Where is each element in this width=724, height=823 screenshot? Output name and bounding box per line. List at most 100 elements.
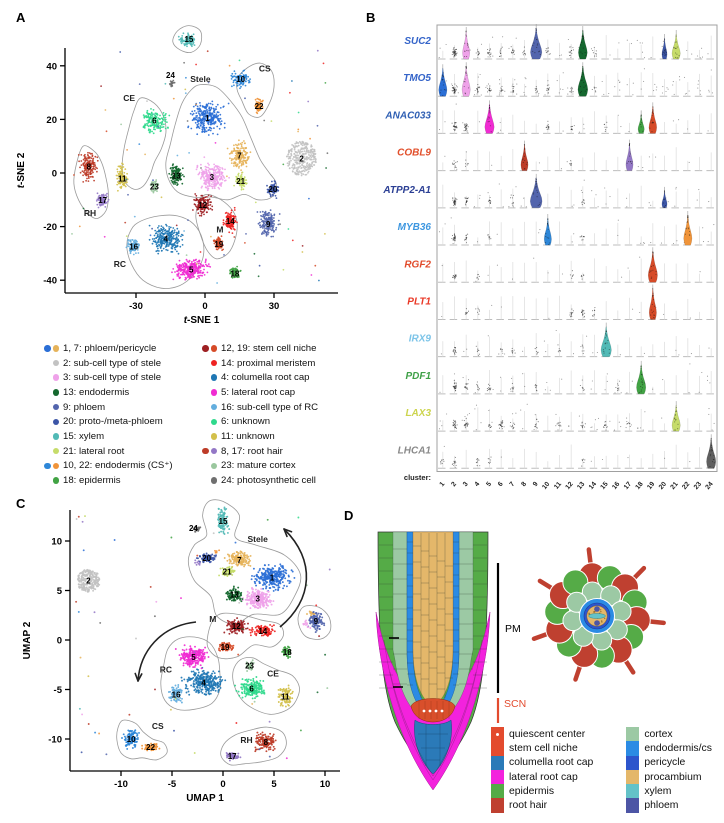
cluster-color-dot-8 xyxy=(202,447,209,455)
cluster-color-dot-3 xyxy=(52,374,59,381)
umap-plot-cluster-11 xyxy=(277,684,294,708)
quiescent-center-dot xyxy=(495,732,499,736)
tsne-plot-cluster-1 xyxy=(187,100,230,136)
cluster-legend-dots xyxy=(194,477,217,484)
umap-plot-cluster-15 xyxy=(217,506,231,535)
cluster-legend-item-left-5: 20: proto-/meta-phloem xyxy=(36,414,194,429)
violin-row-RGF2: RGF2 xyxy=(404,247,716,283)
anatomy-legend-item-left-4: epidermis xyxy=(491,784,593,799)
umap-plot-cluster-23 xyxy=(245,659,255,672)
svg-text:22: 22 xyxy=(255,102,264,111)
violin-row-IRX9: IRX9 xyxy=(409,322,716,358)
tsne-plot-cluster-20 xyxy=(266,180,280,200)
anatomy-color-swatch xyxy=(626,755,640,770)
cluster-legend-item-right-3: 5: lateral root cap xyxy=(194,385,318,400)
anatomy-legend-item-left-2: columella root cap xyxy=(491,755,594,770)
svg-text:23: 23 xyxy=(150,182,159,191)
svg-text:0: 0 xyxy=(52,169,57,180)
violin-row-LHCA1: LHCA1 xyxy=(398,434,717,469)
cluster-legend-dots xyxy=(36,374,59,381)
gene-label-ANAC033: ANAC033 xyxy=(384,110,431,121)
cluster-color-dot-15 xyxy=(52,433,59,440)
anatomy-color-swatch xyxy=(491,727,504,742)
anatomy-legend-item-left-1: stem cell niche xyxy=(491,741,593,756)
svg-text:-30: -30 xyxy=(129,301,143,312)
umap-plot-cluster-13 xyxy=(225,585,244,603)
cluster-legend-label: 10, 22: endodermis (CS⁺) xyxy=(63,460,173,472)
svg-text:14: 14 xyxy=(226,217,235,226)
cluster-legend-dots xyxy=(194,433,217,440)
tsne-plot-cluster-2 xyxy=(285,140,317,177)
anatomy-legend-right-column: cortex endodermis/cs pericycle procambium xy… xyxy=(626,727,712,813)
umap-plot-cluster-19 xyxy=(218,641,235,652)
tsne-plot-cluster-10 xyxy=(230,69,252,90)
svg-text:1: 1 xyxy=(205,114,210,123)
anatomy-color-swatch xyxy=(491,741,504,756)
tsne-plot-cluster-24 xyxy=(168,79,176,88)
cluster-legend-label: 18: epidermis xyxy=(63,475,121,487)
cluster-legend-dots xyxy=(194,389,217,396)
violin-panel: SUC2 TMO5 ANAC033 COBL9 ATPP2-A1 MYB36 RGF2 PLT… xyxy=(382,24,718,491)
tsne-plot-y-axis-title: t-SNE 2 xyxy=(16,152,27,188)
cluster-color-dot-13 xyxy=(52,389,59,396)
tsne-plot-cluster-5 xyxy=(171,258,212,281)
anatomy-legend-label: quiescent center xyxy=(509,728,586,740)
violin-cluster-axis: cluster:1 2 3 4 5 6 7 8 9 10 11 12 13 14 15 16 17 18 19 20 2… xyxy=(404,473,715,491)
umap-plot-noise xyxy=(75,515,331,760)
cluster-legend-label: 9: phloem xyxy=(63,401,106,413)
tsne-plot-cluster-18 xyxy=(229,265,242,279)
umap-plot-cluster-2 xyxy=(76,568,101,593)
cluster-legend-item-left-1: 2: sub-cell type of stele xyxy=(36,356,194,371)
anatomy-legend-label: pericycle xyxy=(644,757,686,769)
gene-label-PLT1: PLT1 xyxy=(407,296,431,307)
anatomy-color-swatch xyxy=(626,769,640,785)
anatomy-color-swatch xyxy=(626,741,640,756)
anatomy-legend-label: columella root cap xyxy=(509,757,594,769)
svg-text:11: 11 xyxy=(118,174,127,183)
anatomy-legend-item-right-4: xylem xyxy=(626,784,712,799)
anatomy-legend-item-right-0: cortex xyxy=(626,727,712,742)
tsne-plot-cluster-22 xyxy=(254,97,264,115)
umap-plot-specks xyxy=(302,619,312,629)
gene-label-MYB36: MYB36 xyxy=(398,222,432,233)
cluster-legend-label: 16: sub-cell type of RC xyxy=(221,401,319,413)
violin-row-MYB36: MYB36 xyxy=(398,211,716,246)
tsne-plot-cluster-7 xyxy=(226,139,252,174)
tsne-plot-cluster-3 xyxy=(195,162,231,192)
pm-label: PM xyxy=(505,623,521,635)
cluster-legend-label: 5: lateral root cap xyxy=(221,386,296,398)
svg-text:3: 3 xyxy=(210,173,215,182)
tsne-plot-region-label-cs: CS xyxy=(259,63,271,73)
cluster-color-dot-16 xyxy=(210,403,217,411)
svg-text:30: 30 xyxy=(269,301,280,312)
cluster-legend-label: 8, 17: root hair xyxy=(221,445,283,457)
violin-row-TMO5: TMO5 xyxy=(403,62,716,97)
umap-plot-specks xyxy=(194,559,201,566)
cluster-legend-dots xyxy=(36,462,59,470)
cluster-legend-label: 4: columella root cap xyxy=(221,372,310,384)
cluster-legend-dots xyxy=(36,447,59,455)
umap-plot-specks xyxy=(306,610,316,617)
anatomy-legend-label: epidermis xyxy=(509,785,555,797)
violin-row-PDF1: PDF1 xyxy=(405,360,716,395)
svg-text:6: 6 xyxy=(152,117,157,126)
svg-text:8: 8 xyxy=(87,162,92,171)
cluster-color-dot-2 xyxy=(52,359,59,367)
gene-label-RGF2: RGF2 xyxy=(404,259,431,270)
tsne-plot-region-label-rc: RC xyxy=(114,259,126,269)
cluster-color-dot-5 xyxy=(210,389,217,396)
svg-text:17: 17 xyxy=(98,196,107,205)
umap-plot-cluster-14 xyxy=(248,623,276,637)
umap-plot-cluster-21 xyxy=(218,565,236,577)
anatomy-legend-item-left-0: quiescent center xyxy=(491,727,593,742)
cluster-legend-dots xyxy=(36,359,59,367)
svg-text:5: 5 xyxy=(189,265,194,274)
cluster-legend-label: 20: proto-/meta-phloem xyxy=(63,416,163,428)
cluster-color-dot-11 xyxy=(210,433,217,440)
cluster-legend-item-left-0: 1, 7: phloem/pericycle xyxy=(36,341,194,356)
tsne-plot-cluster-8 xyxy=(77,151,99,183)
